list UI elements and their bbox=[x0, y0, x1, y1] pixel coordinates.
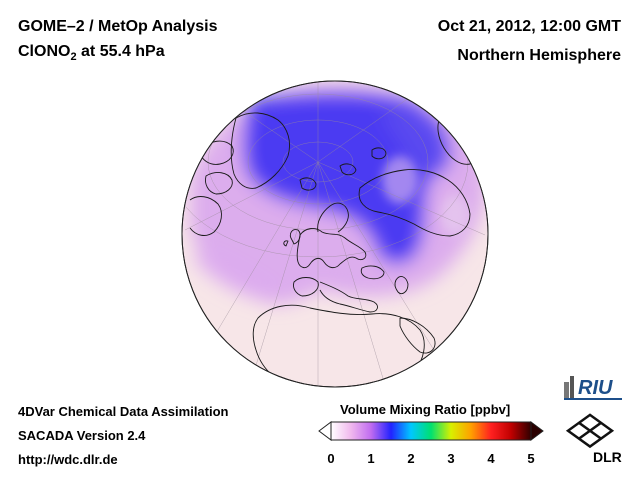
colorbar-tick-label: 4 bbox=[487, 451, 495, 466]
coastline-europe bbox=[296, 228, 367, 269]
coastline-black-sea bbox=[360, 265, 385, 280]
graticule bbox=[182, 81, 486, 387]
coastline-siberia bbox=[358, 169, 471, 237]
coastline-arctic-islands bbox=[299, 147, 387, 191]
version-label: SACADA Version 2.4 bbox=[18, 428, 146, 443]
meridian-line bbox=[199, 161, 319, 361]
coastline-british-isles bbox=[283, 229, 301, 247]
map-title: GOME–2 / MetOp Analysis bbox=[18, 18, 218, 35]
coastline-greenland bbox=[230, 112, 290, 189]
light-patch-1 bbox=[382, 156, 418, 204]
riu-logo-bar bbox=[570, 376, 574, 398]
meridian-line bbox=[317, 161, 441, 361]
riu-logo-text: RIU bbox=[578, 377, 613, 399]
globe-outline bbox=[181, 80, 489, 388]
coastline-scandinavia bbox=[317, 202, 349, 233]
colorbar-under-arrow bbox=[318, 421, 332, 441]
assimilation-label: 4DVar Chemical Data Assimilation bbox=[18, 404, 229, 419]
colorbar-tick-label: 2 bbox=[407, 451, 415, 466]
colorbar-gradient bbox=[330, 421, 532, 441]
coastline-north-america bbox=[189, 196, 222, 236]
riu-logo: RIU bbox=[564, 376, 622, 400]
meridian-line bbox=[249, 161, 319, 386]
dlr-logo-text: DLR bbox=[593, 449, 622, 465]
hemisphere-label: Northern Hemisphere bbox=[457, 47, 621, 64]
colorbar-tick-label: 3 bbox=[447, 451, 455, 466]
colorbar-tick-label: 0 bbox=[327, 451, 335, 466]
coastline-canadian-arctic bbox=[199, 140, 234, 195]
globe-map bbox=[181, 80, 489, 388]
riu-logo-underline bbox=[564, 398, 622, 400]
meridian-line bbox=[317, 89, 421, 163]
field-low-ne bbox=[380, 105, 451, 176]
colorbar-title: Volume Mixing Ratio [ppbv] bbox=[340, 402, 511, 417]
colorbar-over-arrow bbox=[530, 421, 544, 441]
meridian-line bbox=[184, 161, 319, 231]
colorbar bbox=[318, 421, 544, 441]
coastline-arabia bbox=[399, 317, 436, 354]
coastlines bbox=[189, 112, 478, 387]
meridian-line bbox=[317, 161, 386, 386]
coastline-mediterranean bbox=[319, 281, 378, 313]
coastline-iberia bbox=[293, 277, 319, 297]
dlr-logo-icon bbox=[565, 413, 615, 449]
riu-logo-bar bbox=[564, 382, 569, 398]
datetime-label: Oct 21, 2012, 12:00 GMT bbox=[437, 18, 621, 35]
coastline-caspian bbox=[394, 276, 409, 295]
colorbar-tick-label: 1 bbox=[367, 451, 375, 466]
field-lowlat-arm bbox=[195, 250, 274, 299]
species-label: ClONO2 at 55.4 hPa bbox=[18, 43, 165, 64]
colorbar-tick-label: 5 bbox=[527, 451, 535, 466]
field-low-region bbox=[243, 92, 442, 264]
website-link[interactable]: http://wdc.dlr.de bbox=[18, 452, 118, 467]
